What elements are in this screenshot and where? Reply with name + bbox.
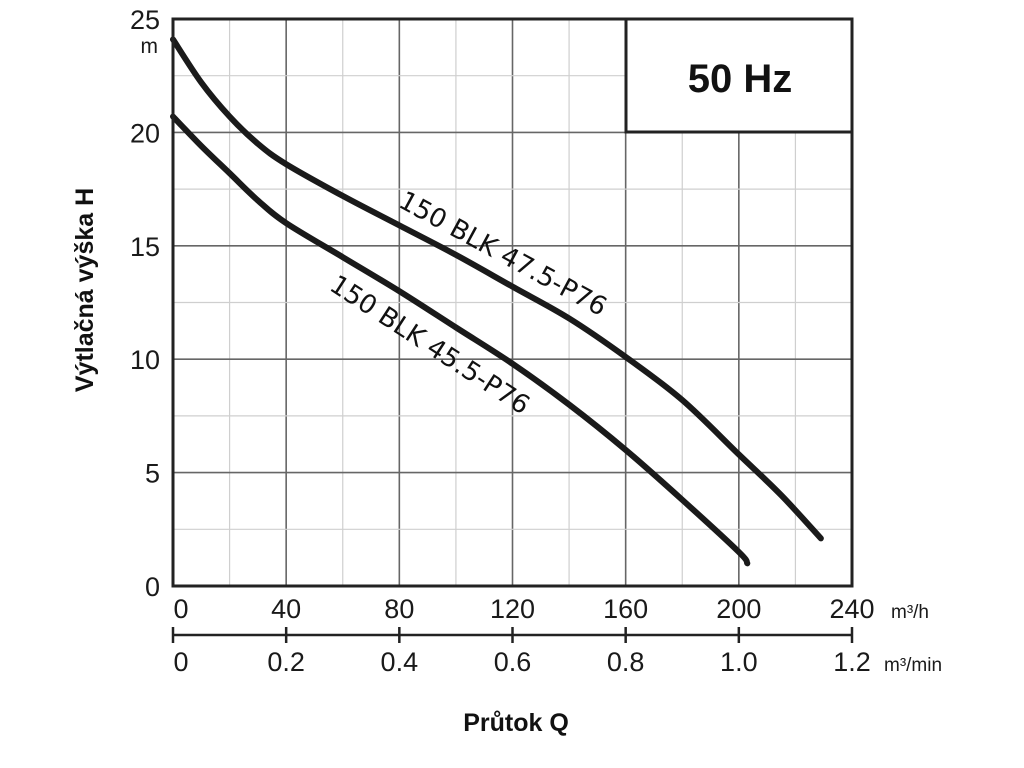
x-tick-label: 240 (829, 594, 874, 624)
y-tick-label: 15 (130, 232, 160, 262)
x-tick-label: 200 (716, 594, 761, 624)
x-unit-secondary: m³/min (884, 655, 942, 676)
frequency-label: 50 Hz (688, 57, 793, 101)
series-label-1: 150 BLK 45.5-P76 (324, 270, 535, 421)
series-curve-0 (170, 36, 824, 542)
y-tick-label: 25 (130, 5, 160, 35)
x-tick-labels: 0 40 80 120 160 200 240 (173, 594, 874, 624)
plot-frame (171, 17, 854, 588)
y-axis-title: Výtlačná výška H (71, 188, 99, 392)
x-tick-label: 0 (173, 594, 188, 624)
y-tick-labels: 0 5 10 15 20 25 (130, 5, 160, 602)
y-tick-label: 10 (130, 345, 160, 375)
frequency-box (624, 17, 854, 134)
secondary-x-tick-label: 0.8 (607, 647, 645, 677)
x-unit-primary: m³/h (891, 602, 929, 623)
secondary-x-tick-label: 1.0 (720, 647, 758, 677)
x-axis-title: Průtok Q (463, 709, 569, 737)
secondary-x-tick-label: 0.2 (267, 647, 305, 677)
x-tick-label: 80 (384, 594, 414, 624)
secondary-x-tick-label: 1.2 (833, 647, 871, 677)
x-tick-label: 40 (271, 594, 301, 624)
series-curve-1 (170, 113, 751, 567)
secondary-x-tick-label: 0 (173, 647, 188, 677)
x-tick-label: 120 (490, 594, 535, 624)
x-tick-label: 160 (603, 594, 648, 624)
y-tick-label: 0 (145, 572, 160, 602)
secondary-x-tick-label: 0.6 (494, 647, 532, 677)
curves (170, 36, 824, 567)
secondary-x-tick-labels: 0 0.2 0.4 0.6 0.8 1.0 1.2 (171, 627, 871, 677)
y-tick-label: 5 (145, 459, 160, 489)
y-unit-label: m (141, 35, 159, 58)
y-tick-label: 20 (130, 118, 160, 148)
secondary-x-tick-label: 0.4 (381, 647, 419, 677)
